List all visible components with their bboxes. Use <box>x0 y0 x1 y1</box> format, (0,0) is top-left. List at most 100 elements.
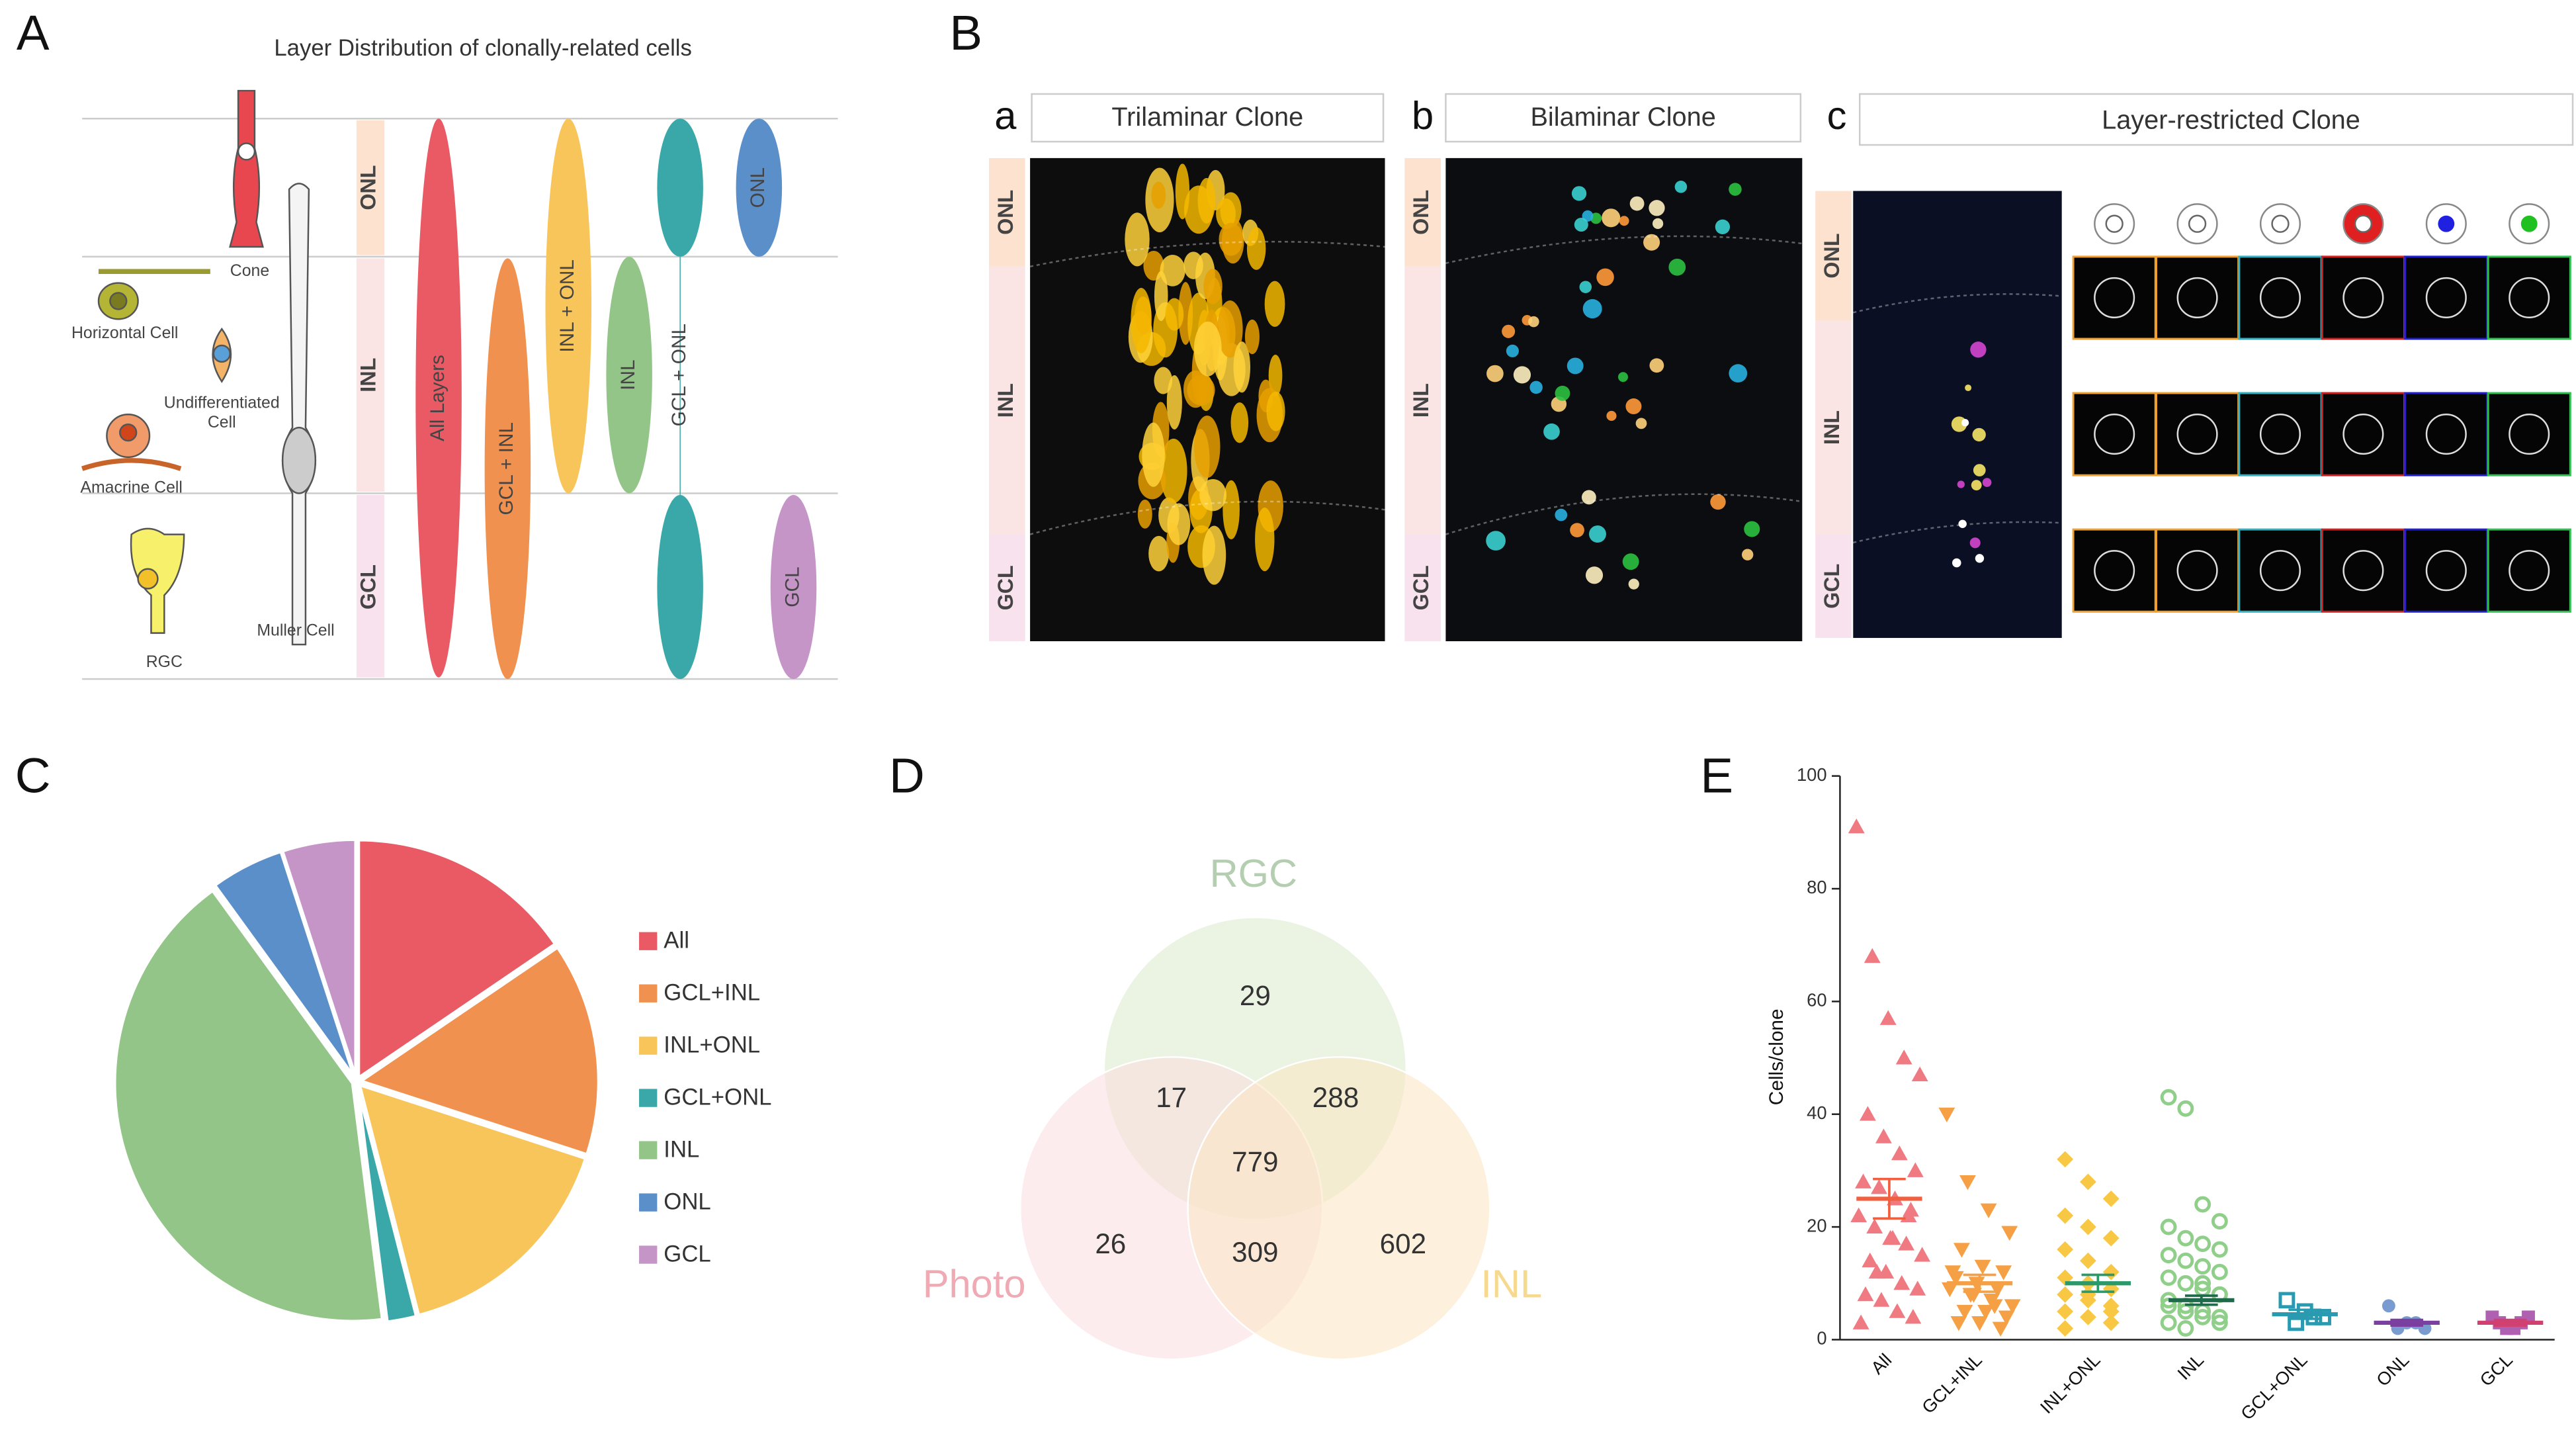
point <box>1980 1203 1997 1218</box>
point <box>1941 1282 1958 1298</box>
point <box>1873 1292 1890 1307</box>
channel-tile <box>2155 255 2240 340</box>
legend-swatch <box>639 1036 658 1055</box>
channel-tile <box>2487 528 2571 613</box>
tile-ring <box>2509 277 2550 319</box>
cell-label: RGC <box>146 653 183 671</box>
clone-ellipse <box>415 118 462 678</box>
legend-label: INL+ONL <box>664 1033 760 1058</box>
cell-blob <box>1506 344 1519 357</box>
point <box>2194 1196 2211 1213</box>
point <box>1992 1321 2009 1337</box>
onl-band <box>356 120 385 255</box>
legend-label: INL <box>664 1138 699 1163</box>
channel-icon-dot <box>2105 214 2124 233</box>
layer-label: INL <box>994 383 1017 418</box>
point <box>2057 1151 2074 1168</box>
cell-blob <box>1652 218 1664 229</box>
point <box>2160 1314 2177 1331</box>
pie-slice <box>355 1085 419 1324</box>
layer-label: ONL <box>356 165 380 210</box>
cell-blob <box>1977 348 1986 357</box>
point <box>1866 1218 1883 1234</box>
cell-blob <box>1154 367 1173 394</box>
point <box>2177 1252 2194 1269</box>
point <box>1953 1243 1970 1258</box>
tile-ring <box>2342 414 2384 455</box>
cell-blob <box>1193 321 1222 377</box>
point <box>2080 1252 2096 1269</box>
point <box>1879 1010 1897 1025</box>
channel-tile <box>2238 255 2323 340</box>
layer-label: ONL <box>994 190 1017 235</box>
cell-blob <box>1183 185 1213 234</box>
point <box>1855 1173 1871 1188</box>
point <box>2102 1190 2120 1207</box>
channel-icon-dot <box>2271 214 2290 233</box>
cell-blob <box>1622 553 1639 570</box>
point <box>1905 1308 1922 1324</box>
tile-ring <box>2259 414 2301 455</box>
legend-swatch <box>639 1141 658 1159</box>
venn-set <box>1187 1056 1491 1361</box>
point <box>2057 1303 2074 1320</box>
venn-count: 309 <box>1232 1236 1278 1267</box>
cell-label: Muller Cell <box>257 622 334 640</box>
cell-blob <box>1729 364 1748 383</box>
point <box>1907 1162 1924 1177</box>
cell-blob <box>1602 208 1621 228</box>
venn-count: 29 <box>1240 980 1271 1011</box>
y-tick-label: 60 <box>1807 990 1826 1010</box>
cell-blob <box>1142 422 1165 487</box>
clone-ellipse <box>484 258 531 680</box>
point <box>2080 1286 2096 1303</box>
cell-blob <box>1223 480 1240 539</box>
legend-label: ONL <box>664 1190 710 1215</box>
point <box>2080 1308 2096 1325</box>
venn-set-label: RGC <box>1210 851 1297 895</box>
pie-slice <box>357 944 601 1157</box>
cell-blob <box>1606 410 1617 422</box>
y-axis-label: Cells/clone <box>1766 1008 1787 1105</box>
layer-label: INL <box>1409 383 1433 418</box>
cell-blob <box>1264 281 1285 327</box>
point <box>1875 1128 1892 1143</box>
cell-blob <box>1151 181 1166 209</box>
venn-count: 602 <box>1380 1228 1426 1259</box>
cell-blob <box>1219 222 1244 256</box>
cell-blob <box>1628 578 1639 590</box>
cell-blob <box>1486 531 1506 551</box>
cell-blob <box>1148 535 1170 572</box>
legend-label: All <box>664 928 689 954</box>
legend-swatch <box>639 1089 658 1107</box>
layer-band <box>989 534 1025 642</box>
sem-bar <box>2184 1294 2218 1306</box>
x-tick-label: INL+ONL <box>2036 1349 2104 1417</box>
legend-label: GCL+INL <box>664 981 760 1006</box>
clone-label: GCL <box>781 566 803 607</box>
point <box>2001 1226 2018 1241</box>
cell-blob <box>1513 366 1531 384</box>
cell-blob <box>1167 503 1191 545</box>
cell-blob <box>1715 219 1731 234</box>
channel-tile <box>2404 392 2489 476</box>
legend-swatch <box>639 1193 658 1212</box>
point <box>1898 1235 1915 1251</box>
point <box>2194 1235 2211 1253</box>
panel-label: D <box>889 748 925 803</box>
point <box>2177 1275 2194 1292</box>
channel-tile <box>2072 392 2157 476</box>
y-tick-label: 20 <box>1807 1215 1826 1235</box>
layer-band <box>1815 320 1852 535</box>
point <box>2057 1320 2074 1337</box>
panel-label: C <box>15 748 51 803</box>
clone-ellipse <box>545 118 592 494</box>
cell-blob <box>1952 558 1961 568</box>
channel-tile <box>2321 392 2405 476</box>
channel-tile <box>2155 528 2240 613</box>
channel-icon-dot <box>2354 214 2373 233</box>
cell-blob <box>1635 418 1647 429</box>
point <box>1862 1252 1879 1268</box>
point <box>2211 1263 2228 1280</box>
